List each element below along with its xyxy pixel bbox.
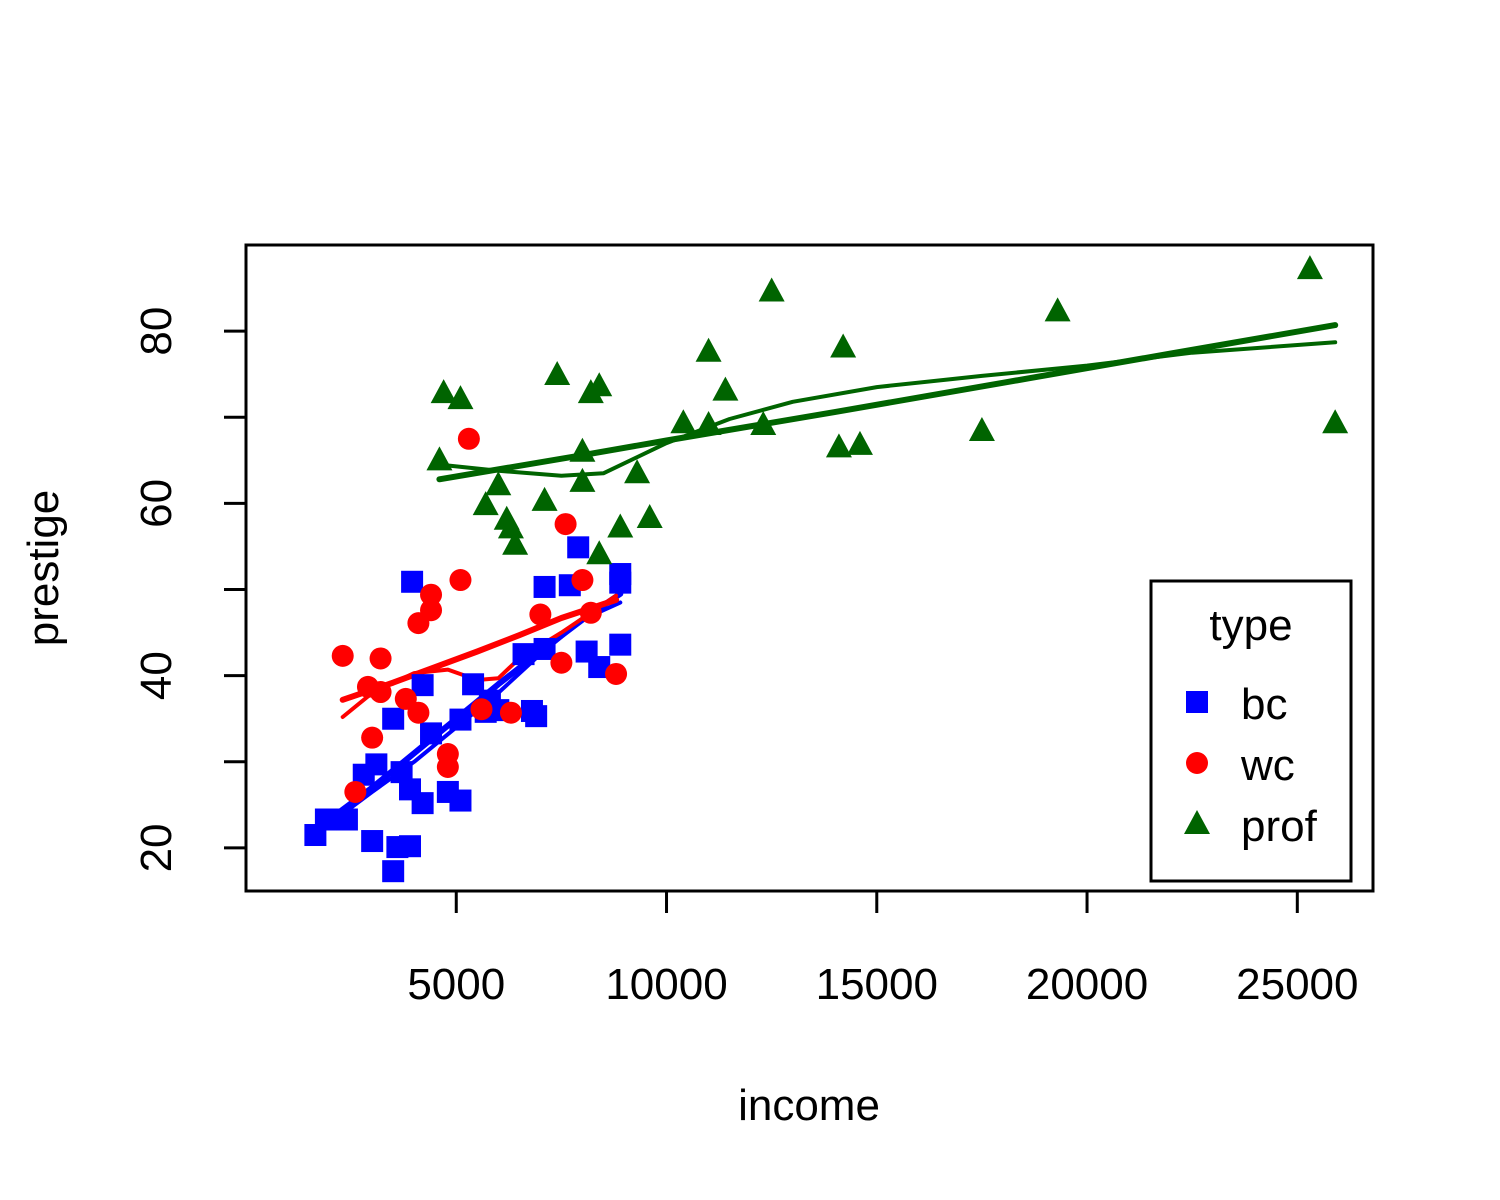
data-point-prof <box>447 385 474 410</box>
data-point-prof <box>695 337 722 362</box>
data-point-wc <box>420 583 443 606</box>
data-point-prof <box>586 372 613 397</box>
data-point-wc <box>571 569 594 592</box>
data-point-prof <box>1322 409 1349 434</box>
data-point-prof <box>502 530 529 555</box>
x-tick-label: 5000 <box>407 960 505 1009</box>
data-point-prof <box>531 486 558 511</box>
data-point-prof <box>544 361 571 386</box>
data-point-bc <box>401 570 424 593</box>
data-point-bc <box>411 674 434 697</box>
data-point-bc <box>411 792 434 815</box>
data-point-wc <box>449 569 472 592</box>
data-point-prof <box>497 514 524 539</box>
data-point-bc <box>399 835 422 858</box>
y-axis: 20 40 60 80 <box>132 307 248 872</box>
data-point-bc <box>390 761 413 784</box>
data-point-prof <box>472 491 499 516</box>
data-point-wc <box>550 651 573 674</box>
legend-label-bc: bc <box>1241 680 1287 729</box>
data-point-wc <box>579 601 602 624</box>
data-point-prof <box>624 459 651 484</box>
data-point-prof <box>712 376 739 401</box>
data-point-prof <box>750 411 777 436</box>
x-tick-label: 10000 <box>605 960 727 1009</box>
data-point-wc <box>331 644 354 667</box>
data-point-wc <box>436 755 459 778</box>
data-point-wc <box>420 599 443 622</box>
data-point-prof <box>485 471 512 496</box>
legend-marker-wc <box>1186 752 1208 774</box>
data-point-wc <box>407 701 430 724</box>
x-tick-label: 15000 <box>816 960 938 1009</box>
data-point-prof <box>846 430 873 455</box>
data-point-bc <box>588 656 611 679</box>
data-point-bc <box>314 808 337 831</box>
data-point-bc <box>365 753 388 776</box>
data-point-prof <box>426 446 453 471</box>
data-point-wc <box>554 513 577 536</box>
data-point-prof <box>569 437 596 462</box>
legend: type bc wc prof <box>1149 579 1353 883</box>
data-point-prof <box>670 409 697 434</box>
data-point-prof <box>636 504 663 529</box>
data-point-bc <box>512 643 535 666</box>
data-point-bc <box>335 808 358 831</box>
x-tick-label: 20000 <box>1026 960 1148 1009</box>
y-tick-label: 20 <box>132 823 181 872</box>
data-point-wc <box>470 698 493 721</box>
x-tick-label: 25000 <box>1236 960 1358 1009</box>
data-point-prof <box>968 417 995 442</box>
data-point-prof <box>430 379 457 404</box>
data-point-bc <box>382 860 405 883</box>
data-point-bc <box>609 563 632 586</box>
data-point-bc <box>525 705 548 728</box>
data-point-prof <box>586 540 613 565</box>
data-point-wc <box>369 647 392 670</box>
data-point-bc <box>449 708 472 731</box>
x-axis-label: income <box>738 1081 880 1130</box>
data-point-prof <box>825 433 852 458</box>
data-point-prof <box>1296 255 1323 280</box>
legend-title: type <box>1209 601 1292 650</box>
data-point-prof <box>758 277 785 302</box>
data-point-prof <box>569 467 596 492</box>
y-axis-label: prestige <box>19 490 68 647</box>
data-point-bc <box>361 830 384 853</box>
data-point-bc <box>609 633 632 656</box>
legend-marker-prof <box>1184 810 1210 834</box>
data-point-bc <box>420 722 443 745</box>
data-points <box>304 255 1349 883</box>
data-point-wc <box>529 603 552 626</box>
data-point-bc <box>382 707 405 730</box>
legend-label-wc: wc <box>1240 741 1295 790</box>
data-point-wc <box>369 681 392 704</box>
fit-line-prof <box>437 340 1338 478</box>
data-point-prof <box>1044 297 1071 322</box>
data-point-wc <box>344 780 367 803</box>
data-point-bc <box>533 637 556 660</box>
data-point-bc <box>567 536 590 559</box>
data-point-wc <box>361 726 384 749</box>
legend-box <box>1149 579 1353 883</box>
data-point-prof <box>695 411 722 436</box>
x-axis: 5000 10000 15000 20000 25000 <box>407 889 1358 1009</box>
data-point-bc <box>449 789 472 812</box>
data-point-wc <box>499 701 522 724</box>
data-point-wc <box>457 427 480 450</box>
data-point-prof <box>830 333 857 358</box>
legend-marker-bc <box>1186 691 1208 713</box>
data-point-bc <box>533 575 556 598</box>
legend-label-prof: prof <box>1241 802 1318 851</box>
data-point-prof <box>607 513 634 538</box>
y-tick-label: 60 <box>132 479 181 528</box>
y-tick-label: 80 <box>132 307 181 356</box>
data-point-bc <box>462 673 485 696</box>
data-point-wc <box>605 662 628 685</box>
y-tick-label: 40 <box>132 651 181 700</box>
